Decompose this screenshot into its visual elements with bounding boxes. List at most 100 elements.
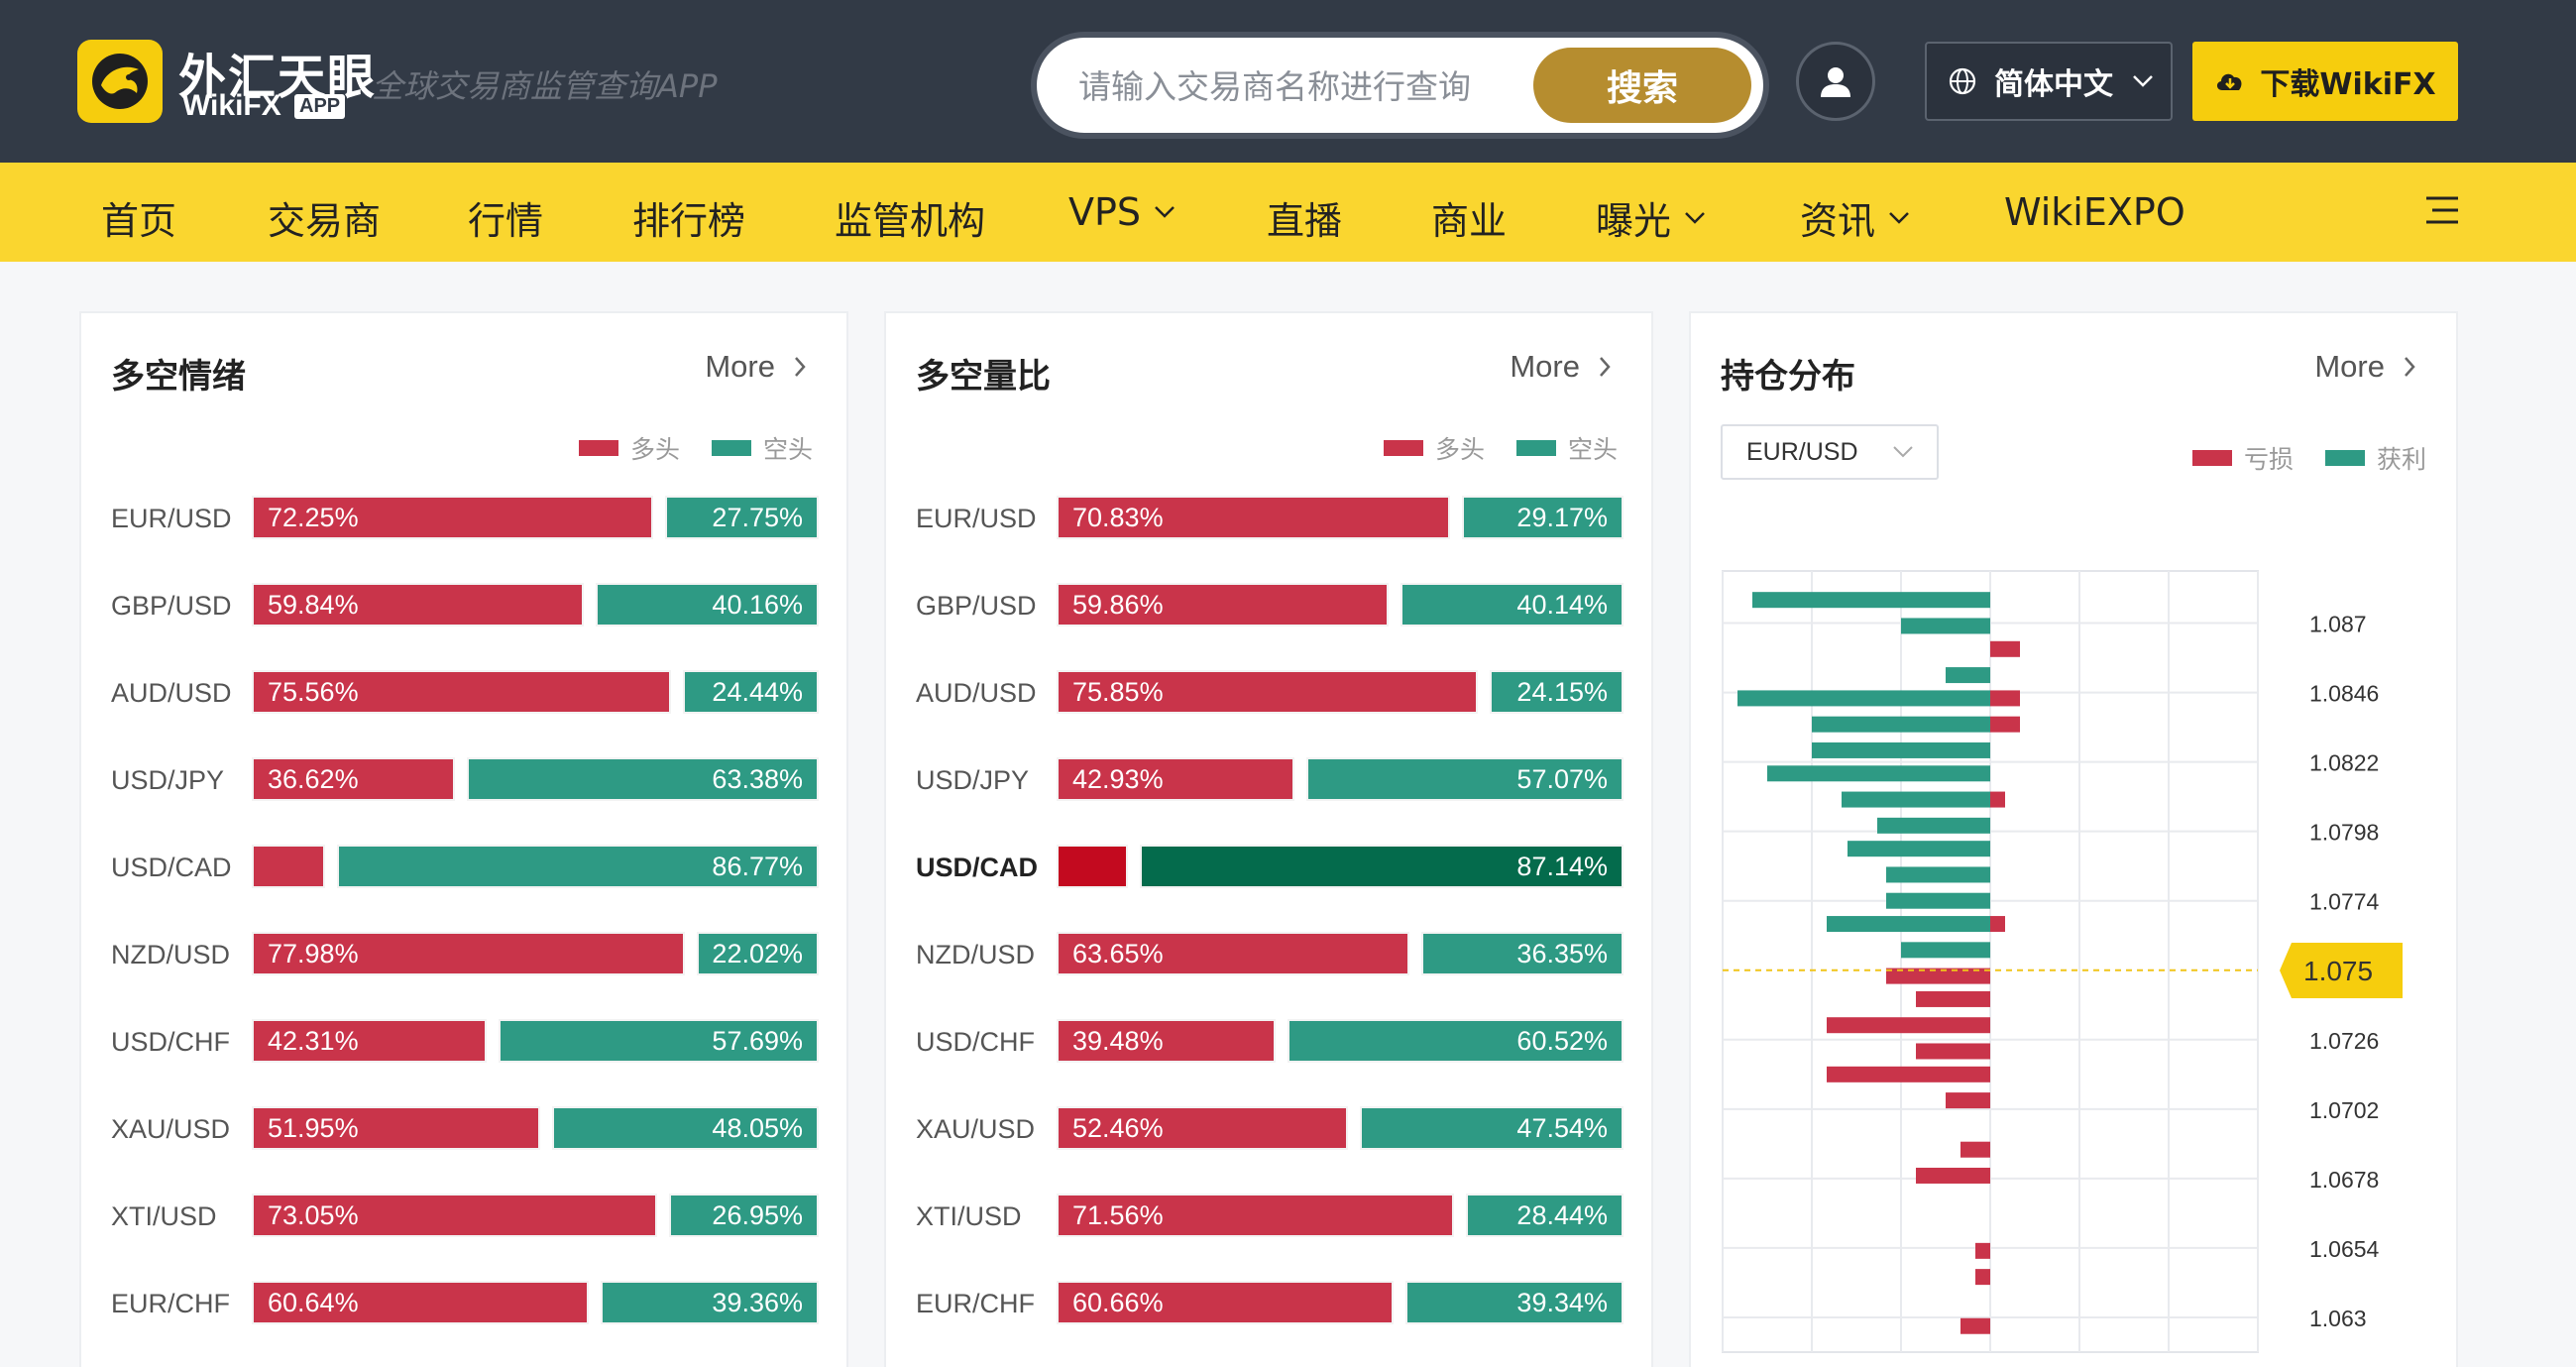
long-bar: 59.86%: [1057, 583, 1389, 627]
more-link[interactable]: More: [2314, 349, 2416, 385]
table-row[interactable]: XTI/USD 73.05% 26.95%: [81, 1194, 846, 1239]
nav-item-9[interactable]: 资讯: [1800, 190, 1911, 245]
nav-item-5[interactable]: VPS: [1068, 190, 1176, 234]
long-bar: [252, 845, 325, 888]
main-nav: 首页 交易商 行情 排行榜 监管机构 VPS 直播 商业 曝光 资讯 WikiEXPO: [0, 163, 2576, 262]
table-row[interactable]: NZD/USD 63.65% 36.35%: [886, 932, 1651, 977]
chevron-down-icon: [1155, 206, 1175, 218]
long-bar: 59.84%: [252, 583, 584, 627]
nav-item-7[interactable]: 商业: [1431, 190, 1507, 245]
pair-label: XAU/USD: [916, 1114, 1036, 1144]
position-bar: [1737, 690, 1990, 707]
short-bar: 57.69%: [499, 1019, 819, 1063]
position-bar: [1960, 1141, 1990, 1158]
chevron-right-icon: [795, 357, 806, 377]
table-row[interactable]: EUR/CHF 60.66% 39.34%: [886, 1281, 1651, 1326]
download-app-button[interactable]: 下载WikiFX: [2192, 42, 2458, 121]
card-title: 持仓分布: [1721, 357, 1855, 397]
nav-item-1[interactable]: 交易商: [268, 190, 381, 245]
table-row[interactable]: USD/CHF 42.31% 57.69%: [81, 1019, 846, 1065]
search-button[interactable]: 搜索: [1533, 48, 1751, 123]
logo-english-text[interactable]: WikiFX: [182, 89, 281, 122]
position-bar: [1812, 716, 1990, 733]
cloud-download-icon: [2217, 73, 2242, 90]
table-row[interactable]: GBP/USD 59.86% 40.14%: [886, 583, 1651, 628]
nav-item-6[interactable]: 直播: [1267, 190, 1342, 245]
y-tick-label: 1.0678: [2309, 1167, 2379, 1193]
search-input[interactable]: [1078, 61, 1534, 111]
long-bar: 60.64%: [252, 1281, 589, 1324]
position-bar: [1827, 1066, 1990, 1082]
chevron-down-icon: [1685, 211, 1705, 224]
top-header: 外汇天眼 WikiFX APP 全球交易商监管查询APP 搜索 简体中文 下载W…: [0, 0, 2576, 163]
nav-item-3[interactable]: 排行榜: [632, 190, 745, 245]
table-row[interactable]: XAU/USD 52.46% 47.54%: [886, 1106, 1651, 1152]
nav-item-8[interactable]: 曝光: [1596, 190, 1707, 245]
table-row[interactable]: XTI/USD 71.56% 28.44%: [886, 1194, 1651, 1239]
language-selector[interactable]: 简体中文: [1925, 42, 2173, 121]
user-account-button[interactable]: [1796, 42, 1875, 121]
position-bar: [1946, 1092, 1990, 1109]
long-bar: 70.83%: [1057, 496, 1450, 539]
legend-short-swatch: [711, 440, 751, 456]
position-bar: [1886, 866, 1990, 883]
table-row[interactable]: USD/JPY 36.62% 63.38%: [81, 757, 846, 803]
position-bar: [1886, 892, 1990, 909]
pair-label: XTI/USD: [111, 1201, 217, 1231]
position-bar: [1901, 618, 1990, 634]
short-bar: 47.54%: [1360, 1106, 1624, 1150]
table-row[interactable]: USD/CAD 87.14%: [886, 845, 1651, 890]
pair-label: GBP/USD: [111, 591, 232, 621]
nav-item-label: VPS: [1068, 190, 1142, 234]
nav-item-label: 监管机构: [835, 199, 986, 243]
nav-item-4[interactable]: 监管机构: [835, 190, 985, 245]
position-bar: [1767, 765, 1990, 782]
current-price-tag: 1.075: [2280, 942, 2403, 998]
symbol-select[interactable]: EUR/USD: [1721, 424, 1939, 480]
short-bar: 40.16%: [596, 583, 819, 627]
table-row[interactable]: EUR/CHF 60.64% 39.36%: [81, 1281, 846, 1326]
table-row[interactable]: USD/CAD 86.77%: [81, 845, 846, 890]
legend-profit-swatch: [2324, 450, 2365, 466]
position-bar: [1916, 990, 1990, 1007]
nav-item-label: 曝光: [1596, 199, 1672, 243]
legend-loss-swatch: [2191, 450, 2232, 466]
long-bar: 39.48%: [1057, 1019, 1276, 1063]
wikifx-logo-icon[interactable]: [77, 40, 163, 123]
pair-label: EUR/CHF: [916, 1289, 1035, 1318]
position-bar: [1886, 968, 1990, 984]
position-bar: [1842, 791, 1990, 808]
position-bar: [1827, 916, 1990, 933]
sentiment-card: 多空情绪 More 多头 空头 EUR/USD 72.25% 27.75% GBP/U…: [79, 311, 848, 1367]
more-link[interactable]: More: [1510, 349, 1612, 385]
y-tick-label: 1.087: [2309, 612, 2367, 637]
position-bar: [1990, 791, 2005, 808]
legend: 亏损 获利: [2191, 440, 2426, 476]
legend-long: 多头: [1434, 435, 1485, 464]
short-bar: 57.07%: [1306, 757, 1624, 801]
nav-item-0[interactable]: 首页: [101, 190, 176, 245]
y-tick-label: 1.0702: [2309, 1097, 2379, 1123]
table-row[interactable]: GBP/USD 59.84% 40.16%: [81, 583, 846, 628]
table-row[interactable]: XAU/USD 51.95% 48.05%: [81, 1106, 846, 1152]
globe-icon: [1949, 67, 1976, 95]
position-bar: [1990, 640, 2020, 657]
table-row[interactable]: USD/CHF 39.48% 60.52%: [886, 1019, 1651, 1065]
position-bar: [1946, 667, 1990, 684]
table-row[interactable]: USD/JPY 42.93% 57.07%: [886, 757, 1651, 803]
nav-item-10[interactable]: WikiEXPO: [2004, 190, 2185, 234]
table-row[interactable]: AUD/USD 75.56% 24.44%: [81, 670, 846, 716]
table-row[interactable]: AUD/USD 75.85% 24.15%: [886, 670, 1651, 716]
nav-item-2[interactable]: 行情: [468, 190, 543, 245]
legend-loss: 亏损: [2243, 445, 2294, 474]
chevron-right-icon: [2405, 357, 2415, 377]
short-bar: 28.44%: [1466, 1194, 1624, 1237]
menu-icon[interactable]: [2424, 194, 2460, 231]
table-row[interactable]: NZD/USD 77.98% 22.02%: [81, 932, 846, 977]
table-row[interactable]: EUR/USD 70.83% 29.17%: [886, 496, 1651, 541]
table-row[interactable]: EUR/USD 72.25% 27.75%: [81, 496, 846, 541]
pair-label: EUR/USD: [111, 504, 232, 533]
current-price: 1.075: [2303, 955, 2374, 986]
more-link[interactable]: More: [705, 349, 807, 385]
legend-profit: 获利: [2376, 445, 2426, 474]
